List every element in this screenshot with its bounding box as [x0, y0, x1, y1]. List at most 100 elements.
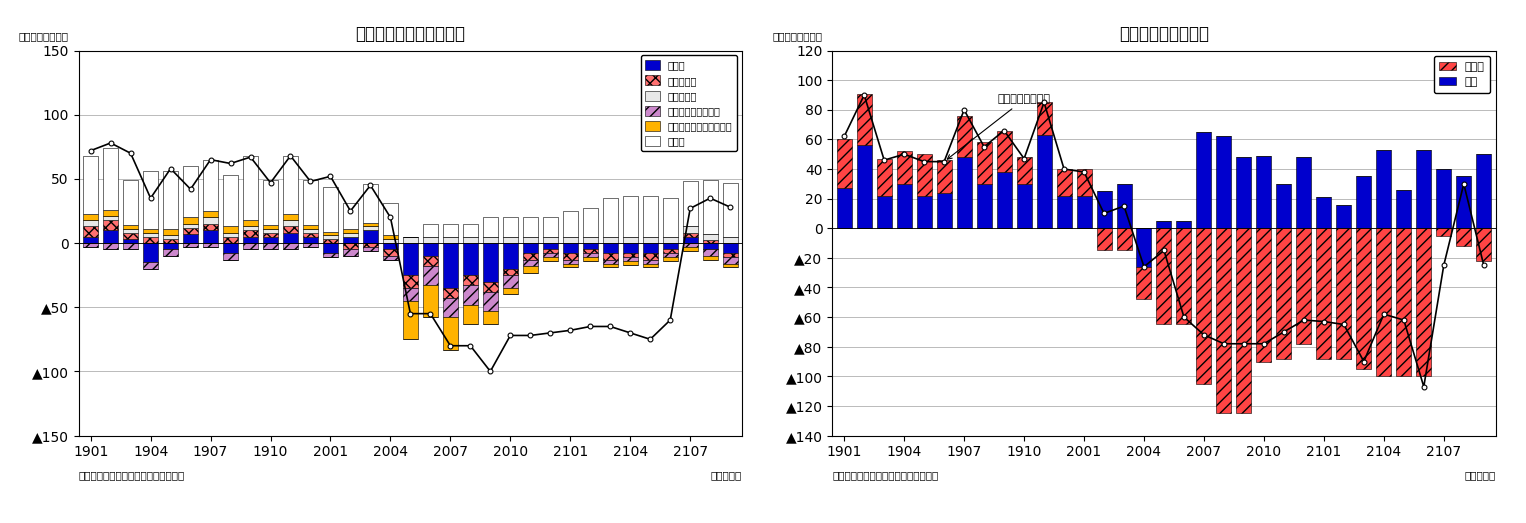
Bar: [623, 236, 638, 243]
Bar: [563, 260, 578, 264]
Bar: [682, 243, 697, 247]
Bar: [1276, 228, 1291, 359]
Bar: [623, 261, 638, 265]
Bar: [1476, 154, 1491, 228]
Bar: [583, 243, 598, 249]
Bar: [1317, 228, 1331, 359]
Bar: [383, 239, 398, 243]
Bar: [563, 211, 578, 236]
Bar: [1117, 184, 1131, 228]
Bar: [183, 218, 198, 224]
Bar: [603, 243, 618, 253]
Bar: [662, 249, 678, 253]
Bar: [163, 235, 179, 239]
Text: （資料）総務省統計局「労働力調査」: （資料）総務省統計局「労働力調査」: [79, 470, 185, 480]
Bar: [583, 253, 598, 257]
Bar: [957, 157, 972, 228]
Bar: [423, 266, 438, 286]
Bar: [543, 253, 559, 257]
Bar: [363, 243, 378, 247]
Bar: [482, 311, 497, 324]
Bar: [603, 260, 618, 264]
Bar: [897, 151, 911, 184]
Bar: [937, 160, 952, 192]
Bar: [1357, 228, 1372, 369]
Bar: [1016, 184, 1032, 228]
Bar: [343, 203, 359, 229]
Bar: [343, 243, 359, 249]
Bar: [702, 249, 717, 256]
Bar: [1137, 228, 1152, 267]
Bar: [523, 243, 537, 253]
Bar: [262, 225, 278, 229]
Text: （資料）総務省統計局「労働力調査」: （資料）総務省統計局「労働力調査」: [832, 470, 938, 480]
Bar: [583, 257, 598, 261]
Bar: [996, 131, 1012, 172]
Legend: 製造業, 卸売・小売, 医療・福祉, 宿泊・飲食サービス, 生活関連サービス・娯楽, その他: 製造業, 卸売・小売, 医療・福祉, 宿泊・飲食サービス, 生活関連サービス・娯…: [641, 55, 737, 151]
Bar: [324, 243, 337, 253]
Bar: [1376, 228, 1392, 377]
Bar: [324, 253, 337, 257]
Bar: [876, 158, 891, 196]
Bar: [324, 232, 337, 235]
Bar: [403, 288, 418, 301]
Bar: [203, 230, 218, 243]
Bar: [304, 236, 317, 243]
Bar: [504, 218, 517, 236]
Bar: [282, 156, 298, 213]
Bar: [682, 247, 697, 251]
Bar: [82, 156, 98, 213]
Bar: [203, 211, 218, 218]
Bar: [183, 228, 198, 234]
Bar: [504, 275, 517, 288]
Bar: [462, 275, 478, 286]
Bar: [124, 239, 137, 243]
Text: （前年差、万人）: （前年差、万人）: [18, 31, 69, 41]
Bar: [543, 249, 559, 253]
Bar: [124, 233, 137, 239]
Bar: [583, 208, 598, 236]
Bar: [262, 243, 278, 249]
Bar: [143, 233, 159, 236]
Bar: [304, 225, 317, 229]
Bar: [124, 229, 137, 233]
Bar: [282, 220, 298, 226]
Bar: [324, 187, 337, 232]
Bar: [183, 243, 198, 247]
Bar: [343, 236, 359, 243]
Bar: [462, 243, 478, 275]
Bar: [682, 181, 697, 226]
Bar: [662, 243, 678, 249]
Bar: [1337, 228, 1352, 359]
Bar: [662, 253, 678, 257]
Bar: [443, 236, 458, 243]
Bar: [324, 235, 337, 239]
Bar: [104, 220, 118, 230]
Bar: [1216, 228, 1231, 413]
Bar: [304, 229, 317, 233]
Legend: 非正規, 正規: 非正規, 正規: [1433, 56, 1491, 93]
Bar: [1456, 228, 1471, 246]
Bar: [304, 233, 317, 236]
Bar: [324, 239, 337, 243]
Bar: [462, 286, 478, 305]
Bar: [343, 249, 359, 256]
Bar: [836, 140, 852, 188]
Bar: [363, 230, 378, 243]
Bar: [1056, 196, 1071, 228]
Bar: [383, 235, 398, 239]
Bar: [523, 218, 537, 236]
Bar: [642, 260, 658, 264]
Bar: [702, 241, 717, 243]
Bar: [1137, 267, 1152, 299]
Bar: [223, 226, 238, 233]
Bar: [583, 249, 598, 253]
Bar: [662, 198, 678, 236]
Bar: [1056, 169, 1071, 196]
Bar: [443, 224, 458, 236]
Bar: [82, 213, 98, 220]
Bar: [603, 253, 618, 260]
Bar: [856, 94, 871, 145]
Bar: [183, 234, 198, 243]
Text: 役員を除く雇用者: 役員を除く雇用者: [948, 94, 1050, 159]
